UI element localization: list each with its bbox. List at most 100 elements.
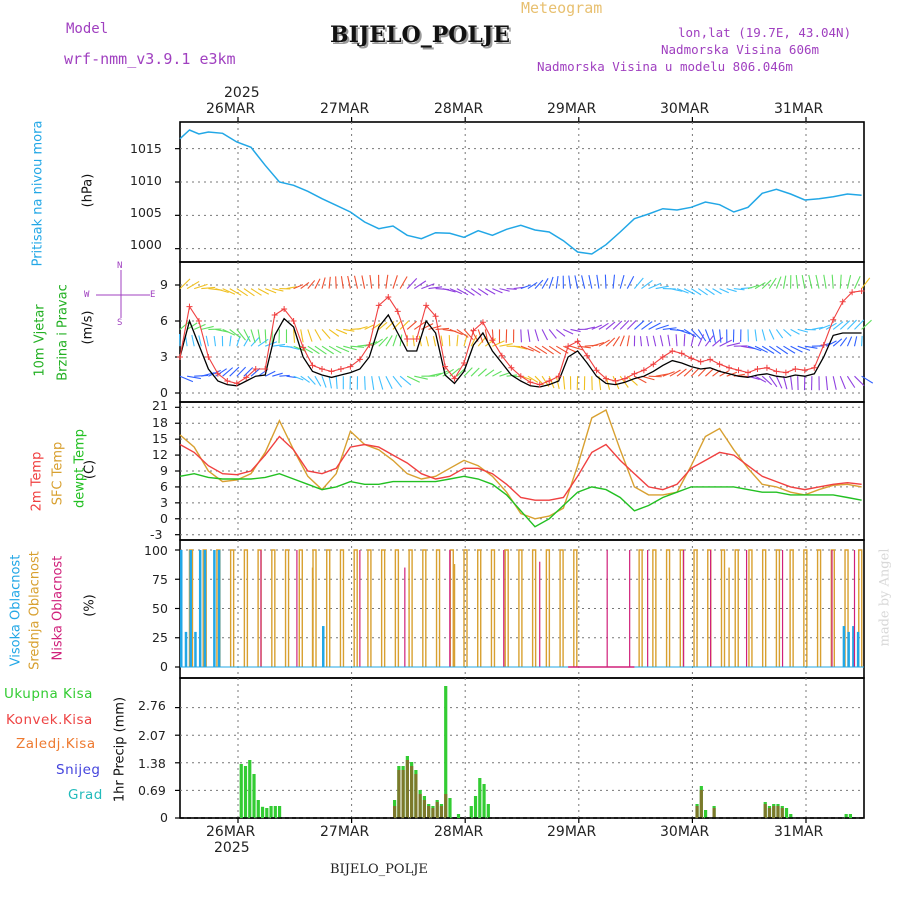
wind-barb (581, 275, 586, 289)
wind-gust-marker (697, 358, 704, 365)
precip-total-bar (784, 808, 789, 818)
wind-barb (754, 282, 766, 290)
wind-barb (676, 368, 687, 377)
cloud-mid-bar (353, 549, 358, 667)
wind-barb (412, 335, 415, 347)
wind-gust-marker (394, 308, 401, 315)
precip-total-bar (473, 796, 478, 818)
wind-barb (343, 328, 355, 332)
wind-barb (761, 375, 773, 386)
wind-barb (435, 370, 448, 377)
model-label: Model (66, 21, 109, 37)
wind-barb (385, 375, 393, 389)
wind-gust-marker (300, 344, 307, 351)
cloud-mid-bar (243, 549, 249, 667)
precip-total-bar (848, 814, 853, 818)
wind-barb (442, 288, 456, 293)
wind-barb (847, 319, 857, 330)
wind-barb (548, 276, 554, 289)
wind-barb (335, 328, 348, 335)
wind-barb (527, 345, 541, 354)
wind-gust-marker (584, 352, 591, 359)
wind-barb (832, 321, 844, 330)
wind-barb (456, 328, 469, 338)
cloud-tick-3: 25 (152, 630, 168, 645)
wind-gust-marker (214, 370, 221, 377)
temp-tick-0: 21 (152, 398, 168, 413)
wind-barb (186, 280, 200, 290)
wind-barb (520, 284, 532, 290)
wind-barb (392, 275, 398, 289)
wind-gust-marker (754, 366, 761, 372)
wind-barb (641, 321, 653, 330)
wind-barb (676, 328, 691, 335)
wind-barb (236, 366, 247, 377)
wind-barb (797, 328, 809, 333)
wind-barb (307, 329, 313, 342)
precip-conv-bar (401, 770, 405, 818)
wind-barb (421, 283, 435, 290)
wind-barb (839, 375, 846, 390)
wind-barb (314, 345, 327, 355)
precip-total-bar (277, 806, 282, 818)
wind-barb (243, 367, 254, 377)
wind-barb (229, 366, 240, 377)
wind-barb (795, 274, 799, 289)
wind-gust-marker (650, 361, 657, 368)
precip-total-bar (703, 810, 708, 818)
wind-barb (449, 288, 463, 295)
wind-barb (832, 338, 843, 347)
wind-barb (846, 375, 856, 388)
wind-gust-marker (470, 327, 477, 334)
precip-conv-bar (422, 800, 427, 818)
precip-total-bar (482, 784, 486, 818)
wind-barb (634, 320, 645, 330)
wind-gust-marker (612, 378, 619, 384)
wind-barb (790, 328, 800, 335)
wind-barb (300, 282, 310, 290)
wind-barb (513, 345, 528, 350)
precip-total-bar (256, 800, 260, 818)
precip-conv-bar (772, 806, 776, 818)
wind-barb (719, 288, 729, 294)
wind-barb (768, 375, 778, 388)
wind-gust-marker (517, 373, 524, 380)
wind-gust-marker (763, 364, 770, 371)
wind-gust-marker (527, 379, 534, 386)
precip-legend-snow: Snijeg (56, 762, 101, 778)
cloud-mid-bar (748, 549, 753, 667)
wind-barb (705, 288, 715, 296)
cloud-mid-bar (734, 549, 739, 667)
wind-barb (485, 288, 496, 295)
wind-dir-east: E (150, 290, 156, 300)
wind-barb (768, 345, 782, 355)
cloud-mid-bar (844, 549, 849, 667)
wind-barb (683, 367, 693, 377)
wind-barb (198, 335, 202, 347)
wind-gust-marker (659, 354, 666, 360)
wind-barb (413, 280, 427, 290)
wind-barb (229, 328, 241, 339)
precip-conv-bar (439, 806, 444, 818)
wind-barb (272, 288, 284, 292)
precip-tick-2: 1.38 (138, 756, 166, 771)
wind-gust-marker (413, 336, 420, 342)
wind-barb (236, 288, 248, 297)
wind-barb (563, 345, 577, 353)
wind-barb (477, 288, 489, 296)
cloud-high-bar (856, 631, 860, 667)
cloud-mid-bar (229, 549, 235, 667)
wind-barb (314, 375, 322, 387)
wind-barb (568, 275, 572, 289)
cloud-high-bar (203, 550, 207, 667)
wind-barb (839, 320, 851, 330)
wind-barb (846, 336, 853, 347)
wind-barb (639, 336, 643, 347)
wind-barb (719, 370, 729, 377)
wind-barb (179, 375, 194, 383)
pressure-tick-0: 1015 (130, 141, 162, 156)
top-day-1: 27MAR (320, 101, 370, 117)
wind-barb (846, 275, 852, 289)
precip-conv-bar (767, 808, 772, 818)
wind-barb (854, 319, 865, 330)
